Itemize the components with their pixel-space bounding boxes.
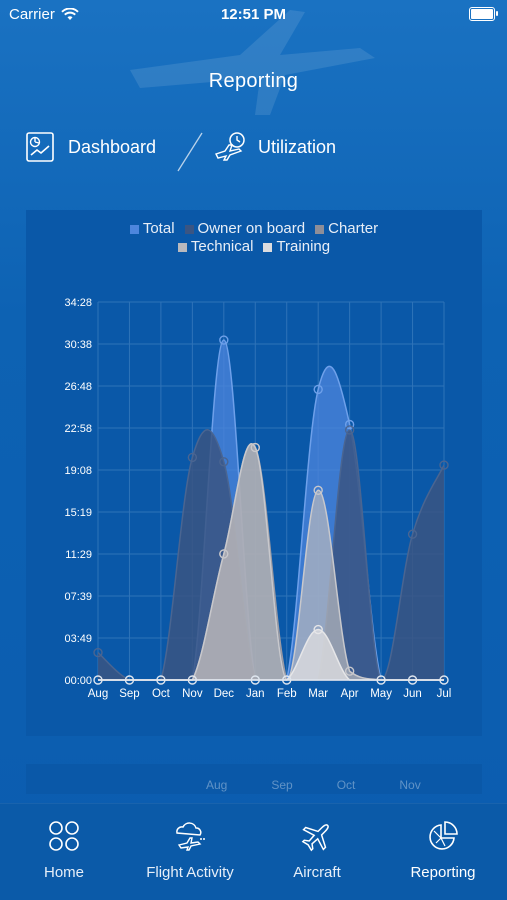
y-tick-label: 34:28 bbox=[64, 297, 92, 309]
data-point[interactable] bbox=[344, 425, 355, 435]
legend-charter[interactable]: Charter bbox=[315, 220, 378, 238]
data-point[interactable] bbox=[439, 460, 449, 470]
home-grid-icon bbox=[49, 821, 79, 851]
x-tick-label: Dec bbox=[214, 688, 235, 700]
tab-bar: Home Flight Activity Aircraft bbox=[0, 803, 507, 900]
data-point[interactable] bbox=[344, 666, 355, 676]
clock: 12:51 PM bbox=[220, 6, 287, 23]
status-bar: Carrier 12:51 PM bbox=[0, 0, 507, 30]
tab-aircraft-label: Aircraft bbox=[293, 864, 341, 881]
x-tick-label: Apr bbox=[341, 688, 359, 700]
series-owner-on-board-area bbox=[98, 429, 444, 680]
airplane-background-icon bbox=[130, 10, 375, 115]
segment-divider bbox=[177, 132, 203, 172]
x-tick-label: Jul bbox=[437, 688, 452, 700]
x-tick-label: Nov bbox=[182, 688, 203, 700]
data-point[interactable] bbox=[313, 485, 323, 495]
data-point[interactable] bbox=[344, 419, 355, 430]
segment-utilization[interactable]: Utilization bbox=[214, 130, 336, 164]
data-point[interactable] bbox=[219, 549, 229, 559]
tab-reporting[interactable]: Reporting bbox=[380, 816, 506, 881]
y-tick-label: 07:39 bbox=[64, 591, 92, 603]
pie-chart-icon bbox=[429, 821, 458, 850]
x-tick-label: Oct bbox=[152, 688, 171, 700]
data-point[interactable] bbox=[219, 457, 229, 467]
segment-dashboard-label: Dashboard bbox=[68, 136, 157, 157]
tab-aircraft[interactable]: Aircraft bbox=[254, 816, 380, 881]
page-title: Reporting bbox=[208, 70, 299, 92]
month-header: Oct bbox=[336, 778, 356, 792]
battery-icon bbox=[469, 7, 498, 21]
legend-owner-on-board[interactable]: Owner on board bbox=[184, 220, 305, 238]
data-point[interactable] bbox=[313, 624, 323, 635]
y-tick-label: 03:49 bbox=[64, 633, 92, 645]
y-tick-label: 26:48 bbox=[64, 381, 92, 393]
dashboard-report-icon bbox=[26, 132, 54, 162]
data-point[interactable] bbox=[219, 335, 229, 345]
month-header: Nov bbox=[399, 778, 421, 792]
utilization-chart-card: Total Owner on board Charter Technical T… bbox=[26, 210, 482, 736]
x-tick-label: Aug bbox=[88, 688, 108, 700]
data-point[interactable] bbox=[250, 442, 260, 453]
flight-activity-icon bbox=[176, 822, 205, 851]
y-tick-label: 22:58 bbox=[64, 423, 92, 435]
month-header: Sep bbox=[271, 778, 293, 792]
legend-training[interactable]: Training bbox=[263, 238, 330, 256]
series-technical-area bbox=[98, 443, 444, 680]
segment-utilization-label: Utilization bbox=[258, 136, 337, 157]
tab-flight-activity[interactable]: Flight Activity bbox=[127, 816, 253, 881]
x-tick-label: Sep bbox=[119, 688, 139, 700]
month-header: Aug bbox=[206, 778, 228, 792]
x-tick-label: Jan bbox=[246, 688, 265, 700]
aircraft-icon bbox=[301, 824, 329, 852]
tab-flight-activity-label: Flight Activity bbox=[146, 864, 234, 881]
tab-home-label: Home bbox=[43, 864, 84, 881]
x-tick-label: May bbox=[370, 688, 392, 700]
x-tick-label: Mar bbox=[308, 688, 328, 700]
carrier-label: Carrier bbox=[9, 6, 55, 23]
data-point[interactable] bbox=[407, 529, 418, 539]
chart-legend: Total Owner on board Charter Technical T… bbox=[26, 220, 482, 256]
utilization-area-chart: 00:00 03:49 07:39 11:29 15:19 19:08 22:58 26:48… bbox=[64, 297, 452, 700]
x-tick-label: Jun bbox=[403, 688, 422, 700]
data-point[interactable] bbox=[313, 384, 323, 395]
data-point[interactable] bbox=[187, 452, 198, 463]
y-tick-label: 19:08 bbox=[64, 465, 92, 477]
data-point[interactable] bbox=[93, 647, 103, 658]
y-tick-label: 15:19 bbox=[64, 507, 92, 519]
y-tick-label: 30:38 bbox=[64, 339, 92, 351]
legend-technical[interactable]: Technical bbox=[177, 238, 253, 256]
tab-reporting-label: Reporting bbox=[410, 864, 476, 881]
y-tick-label: 00:00 bbox=[64, 675, 92, 687]
wifi-icon bbox=[61, 8, 79, 20]
monthly-table-card: Aug Sep Oct Nov bbox=[26, 764, 482, 794]
airplane-clock-icon bbox=[215, 132, 245, 161]
legend-total[interactable]: Total bbox=[129, 220, 175, 238]
y-tick-label: 11:29 bbox=[65, 549, 92, 561]
segment-dashboard[interactable]: Dashboard bbox=[24, 130, 156, 164]
report-segment-control: Dashboard Utilization bbox=[24, 130, 483, 174]
x-tick-label: Feb bbox=[277, 688, 297, 700]
tab-home[interactable]: Home bbox=[1, 816, 127, 881]
